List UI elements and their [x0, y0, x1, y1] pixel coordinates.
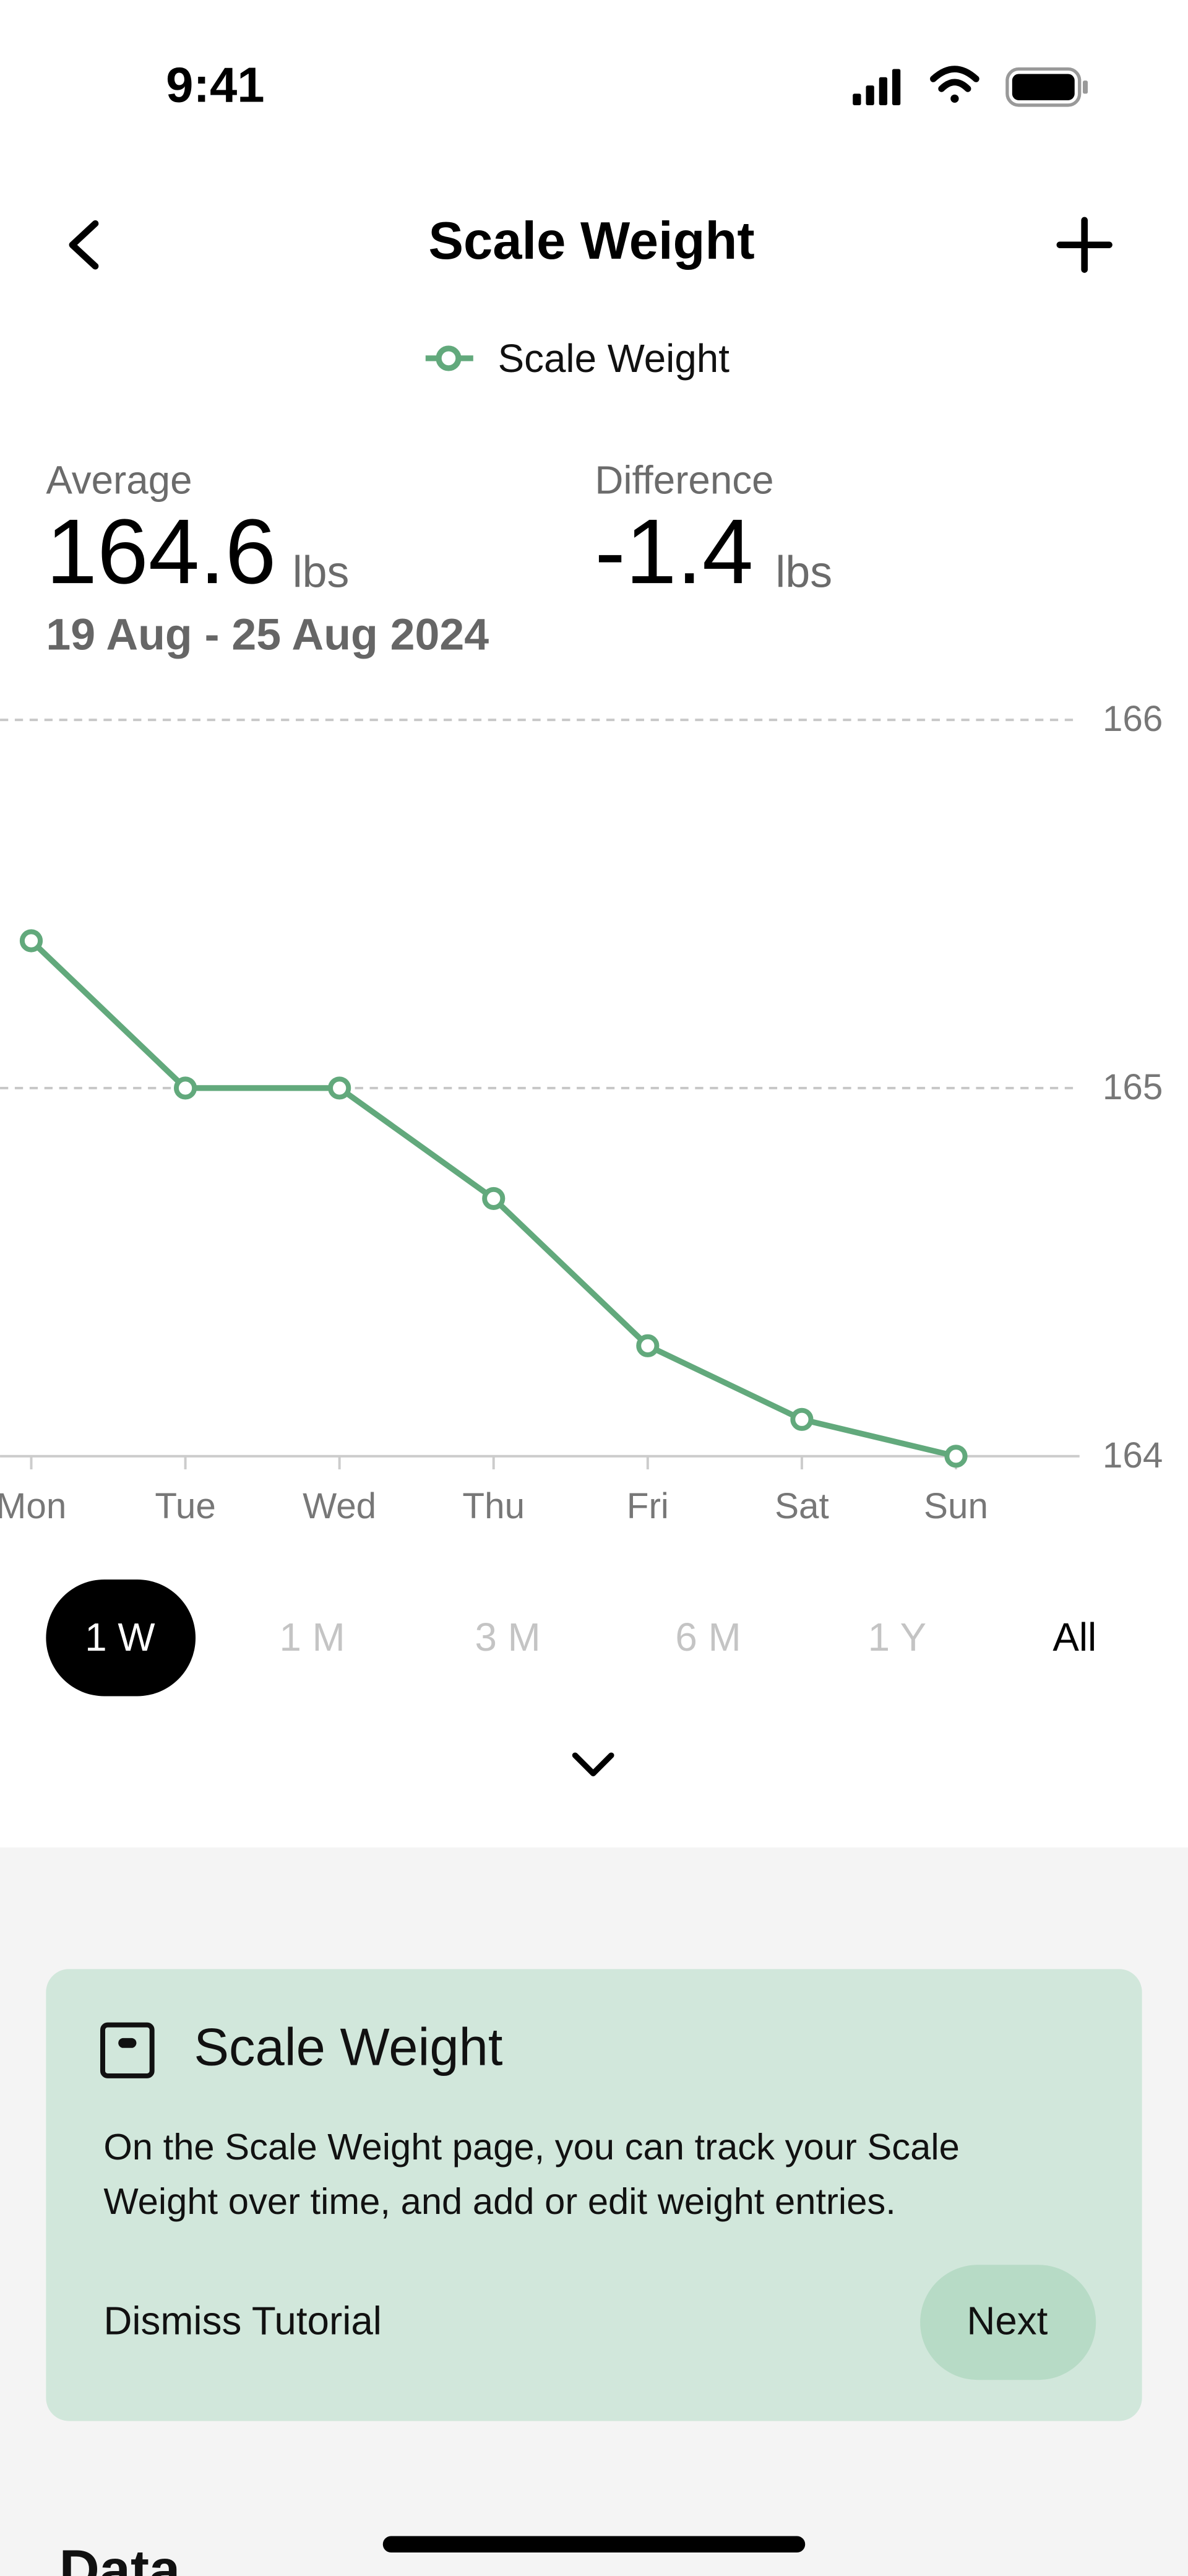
tutorial-body: On the Scale Weight page, you can track … [103, 2126, 960, 2168]
legend-marker [436, 345, 462, 371]
data-point [636, 1334, 660, 1357]
y-tick-label: 166 [1103, 699, 1163, 739]
y-tick-label: 164 [1103, 1435, 1163, 1476]
x-tick-label: Fri [627, 1486, 669, 1526]
tutorial-body: Weight over time, and add or edit weight… [103, 2181, 896, 2222]
average-label: Average [46, 458, 192, 503]
tutorial-card [46, 1969, 1142, 2421]
scale-icon [100, 2022, 155, 2078]
status-time: 9:41 [166, 57, 264, 112]
data-point [328, 1076, 351, 1100]
x-tick-label: Mon [0, 1486, 66, 1526]
y-tick-label: 165 [1103, 1067, 1163, 1107]
difference-value: -1.4 [595, 499, 753, 603]
back-button[interactable] [69, 220, 99, 270]
x-tick-label: Thu [462, 1486, 525, 1526]
add-button[interactable] [1056, 217, 1113, 273]
next-label[interactable]: Next [966, 2299, 1048, 2343]
range-tab[interactable]: 1 Y [868, 1615, 927, 1659]
average-unit: lbs [293, 547, 350, 597]
x-tick-label: Sun [924, 1486, 988, 1526]
x-tick-label: Tue [155, 1486, 215, 1526]
x-tick-label: Sat [775, 1486, 829, 1526]
dismiss-button[interactable]: Dismiss Tutorial [103, 2299, 382, 2343]
date-range: 19 Aug - 25 Aug 2024 [46, 610, 489, 659]
next-button[interactable] [920, 2265, 1096, 2380]
average-value: 164.6 [46, 499, 276, 603]
range-tab[interactable]: 1 M [279, 1615, 345, 1659]
range-tab[interactable]: 3 M [475, 1615, 540, 1659]
range-tab-selected[interactable] [46, 1579, 196, 1696]
range-tab[interactable]: 6 M [675, 1615, 741, 1659]
legend-label: Scale Weight [498, 336, 730, 381]
tutorial-title: Scale Weight [194, 2018, 502, 2077]
range-tab[interactable]: All [1052, 1615, 1096, 1659]
data-point [482, 1186, 506, 1210]
data-point [173, 1076, 197, 1100]
difference-label: Difference [595, 458, 773, 503]
page-title: Scale Weight [428, 212, 754, 270]
expand-button[interactable] [572, 1752, 614, 1776]
data-point [944, 1445, 968, 1468]
data-point [790, 1407, 814, 1431]
signal-icon [853, 69, 901, 105]
battery-icon [1005, 67, 1088, 107]
data-point [19, 929, 43, 953]
section-title: Data [59, 2538, 181, 2576]
home-indicator [382, 2536, 806, 2553]
difference-unit: lbs [775, 547, 832, 597]
x-tick-label: Wed [303, 1486, 376, 1526]
wifi-icon [930, 66, 979, 103]
range-tab[interactable]: 1 W [85, 1615, 155, 1659]
